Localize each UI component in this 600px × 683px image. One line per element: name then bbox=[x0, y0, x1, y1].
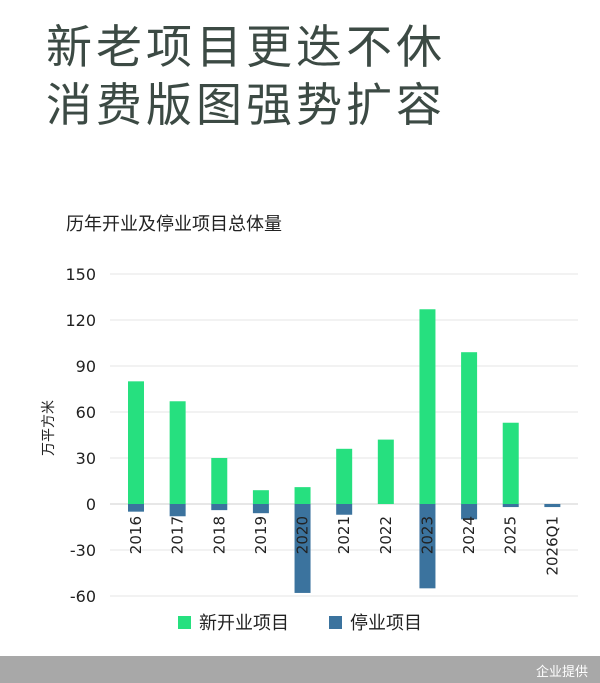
x-tick-label: 2022 bbox=[377, 516, 395, 554]
y-tick-label: 150 bbox=[65, 265, 96, 284]
y-tick-label: 120 bbox=[65, 311, 96, 330]
y-axis-label: 万平方米 bbox=[41, 400, 57, 456]
bar-new-2016 bbox=[128, 381, 144, 504]
x-tick-label: 2023 bbox=[418, 516, 436, 554]
bar-new-2021 bbox=[336, 448, 353, 504]
bar-new-2022 bbox=[377, 439, 394, 504]
x-tick-label: 2025 bbox=[502, 516, 520, 554]
chart-legend: 新开业项目 停业项目 bbox=[0, 609, 600, 635]
bar-new-2019 bbox=[252, 490, 269, 504]
x-tick-label: 2019 bbox=[252, 516, 270, 554]
bar-new-2018 bbox=[211, 458, 228, 504]
bar-new-2025 bbox=[502, 422, 519, 504]
bar-new-2024 bbox=[461, 352, 478, 504]
legend-item-new: 新开业项目 bbox=[178, 609, 289, 635]
legend-swatch-closed bbox=[329, 615, 342, 629]
bar-closed-2025 bbox=[502, 504, 519, 508]
bar-closed-2016 bbox=[128, 504, 144, 512]
bar-new-2020 bbox=[294, 487, 311, 504]
y-tick-label: 60 bbox=[76, 403, 96, 422]
legend-label-new: 新开业项目 bbox=[199, 613, 289, 634]
bar-new-2023 bbox=[419, 309, 436, 504]
bar-closed-2024 bbox=[461, 504, 478, 520]
x-tick-label: 2018 bbox=[210, 516, 228, 554]
bar-closed-2017 bbox=[169, 504, 186, 517]
bar-closed-2020 bbox=[294, 504, 311, 593]
bar-closed-2021 bbox=[336, 504, 353, 515]
x-tick-label: 2017 bbox=[169, 516, 187, 554]
headline-line-1: 新老项目更迭不休 bbox=[46, 20, 446, 74]
y-tick-label: 0 bbox=[86, 495, 96, 514]
x-tick-label: 2020 bbox=[294, 516, 312, 554]
bar-closed-2023 bbox=[419, 504, 436, 589]
bar-closed-2019 bbox=[252, 504, 269, 514]
x-tick-label: 2021 bbox=[335, 516, 353, 554]
headline-line-2: 消费版图强势扩容 bbox=[46, 78, 446, 132]
legend-label-closed: 停业项目 bbox=[350, 613, 422, 634]
headline: 新老项目更迭不休 消费版图强势扩容 bbox=[46, 18, 446, 134]
footer-bar: 企业提供 bbox=[0, 656, 600, 683]
bar-new-2017 bbox=[169, 401, 186, 504]
bar-closed-2018 bbox=[211, 504, 228, 511]
y-tick-label: 30 bbox=[76, 449, 96, 468]
bar-closed-2026Q1 bbox=[544, 504, 561, 508]
x-tick-label: 2026Q1 bbox=[543, 516, 561, 576]
legend-item-closed: 停业项目 bbox=[329, 609, 422, 635]
source-credit: 企业提供 bbox=[535, 665, 588, 680]
x-tick-label: 2016 bbox=[127, 516, 145, 554]
x-tick-label: 2024 bbox=[460, 516, 478, 554]
chart-title: 历年开业及停业项目总体量 bbox=[66, 214, 282, 235]
y-tick-label: 90 bbox=[76, 357, 96, 376]
y-tick-label: -30 bbox=[70, 541, 96, 560]
legend-swatch-new bbox=[178, 615, 191, 629]
y-tick-label: -60 bbox=[70, 587, 96, 606]
